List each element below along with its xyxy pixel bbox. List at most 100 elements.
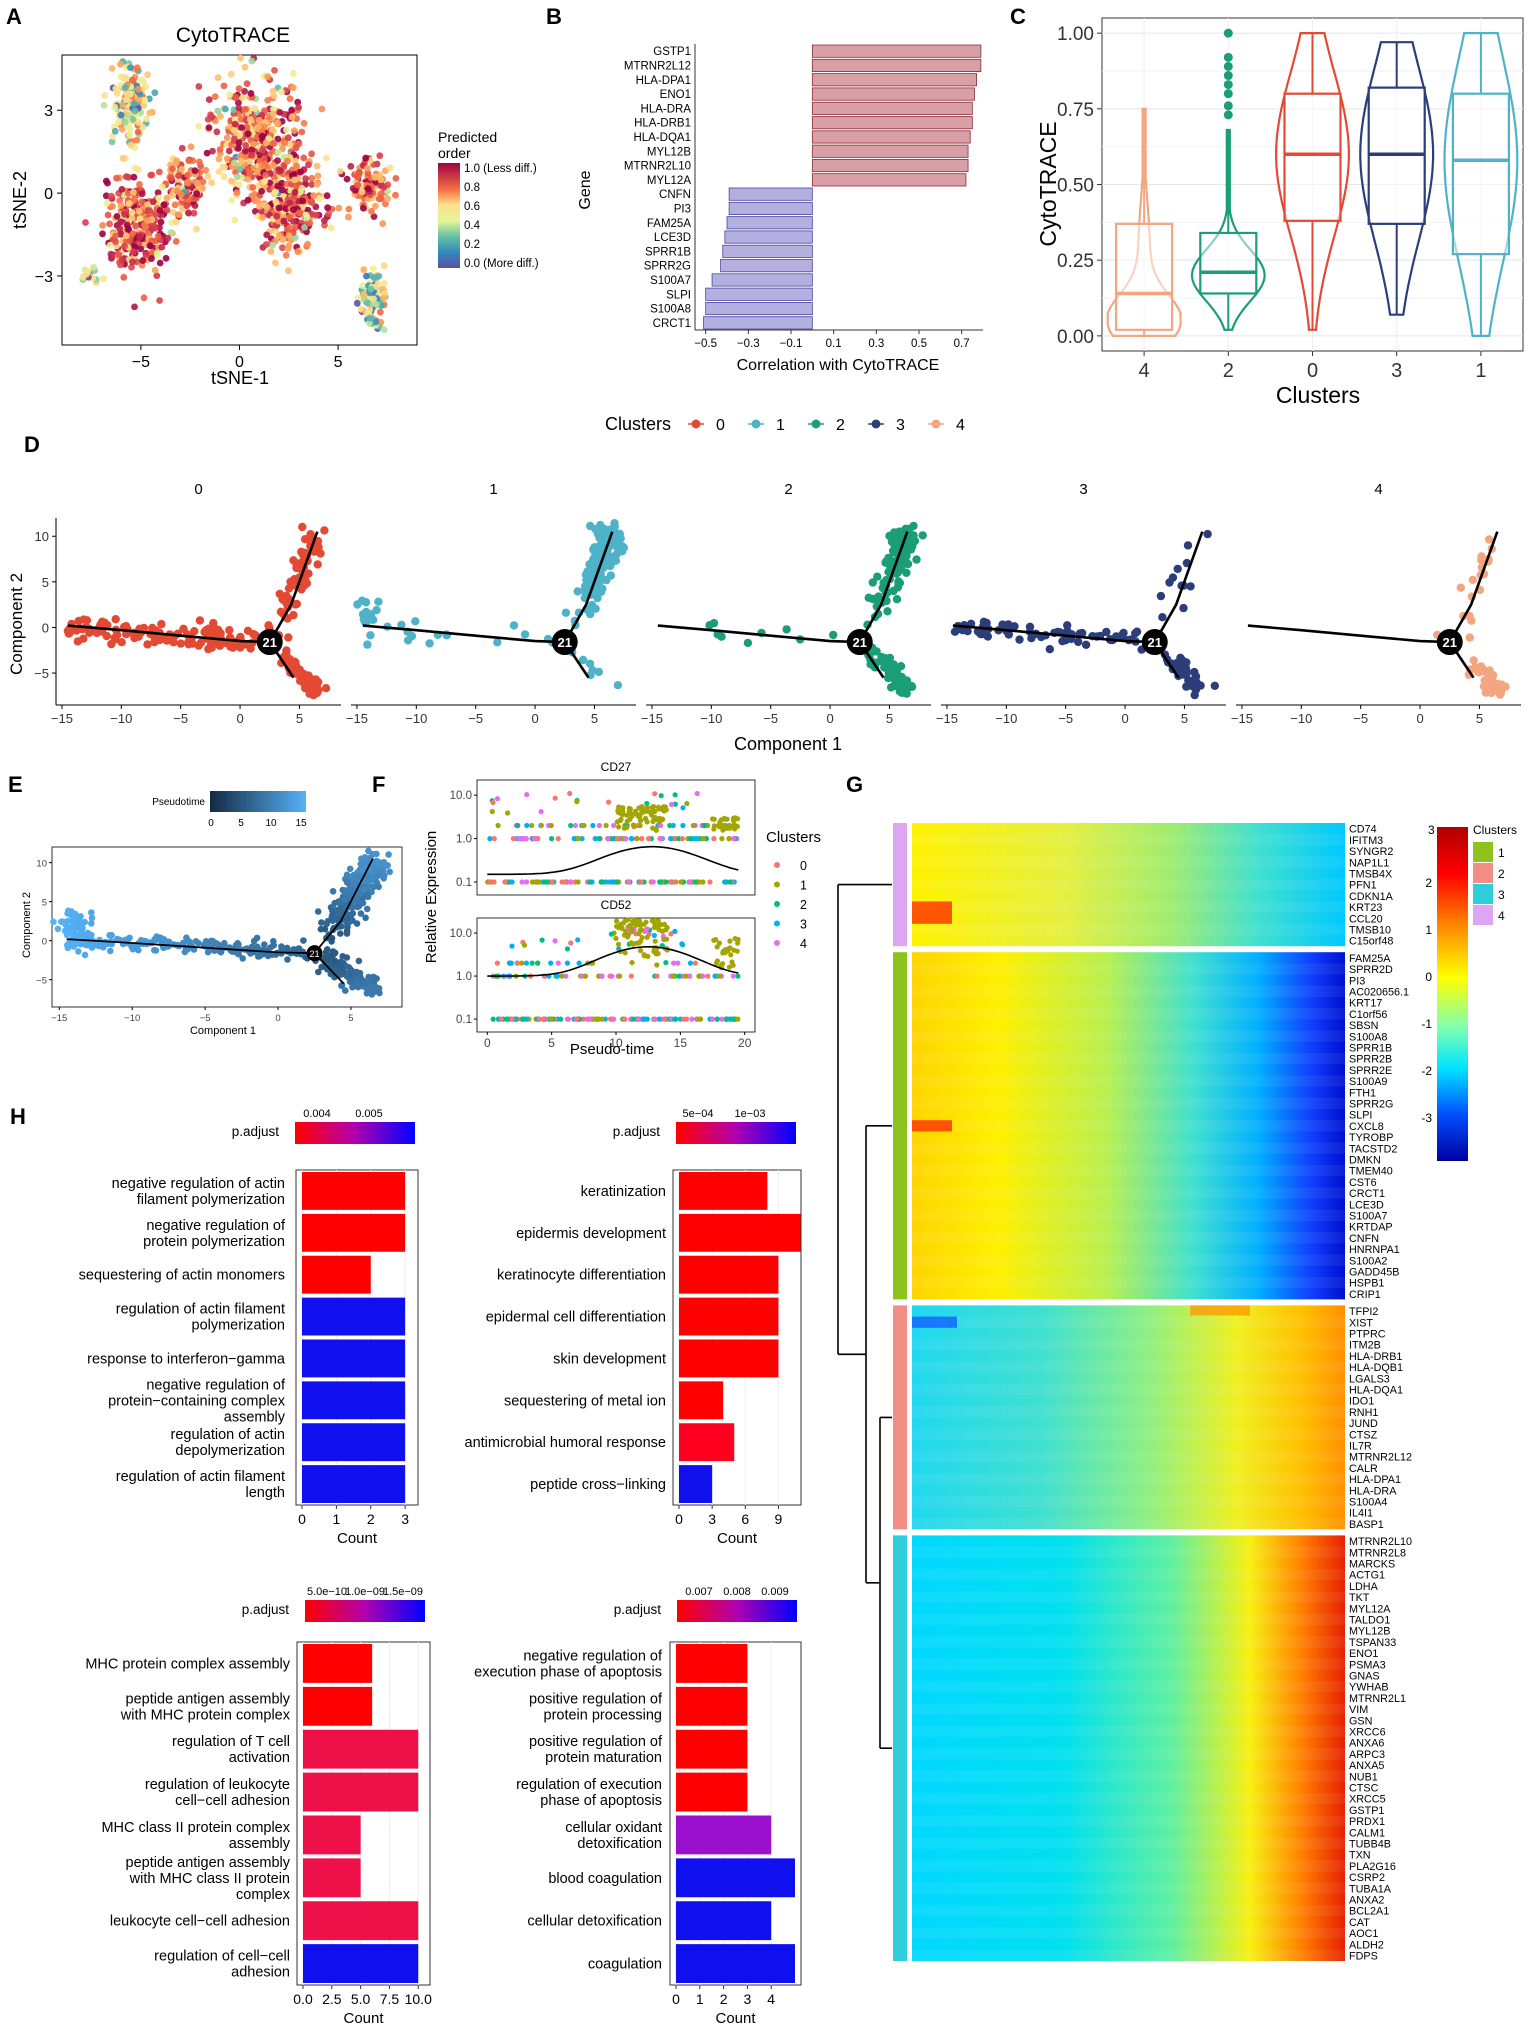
- cell-point: [283, 226, 291, 234]
- y-tick-label: 0: [42, 937, 47, 948]
- cell-point: [250, 140, 258, 148]
- expression-point: [653, 826, 659, 832]
- expression-point: [626, 805, 632, 811]
- expression-point: [509, 879, 515, 885]
- cell-point: [235, 139, 243, 147]
- term-bar: [302, 1339, 406, 1378]
- heatmap-row-shade: [912, 1428, 1345, 1440]
- cell-point: [302, 175, 309, 183]
- x-tick-label: 2.5: [322, 1991, 342, 2007]
- cell-point: [1165, 578, 1174, 587]
- panel-e-colorbar: [210, 791, 306, 812]
- legend-tick-label: 0.005: [355, 1108, 383, 1120]
- cell-point: [285, 659, 294, 668]
- cell-point: [264, 73, 272, 81]
- cell-point: [79, 273, 87, 281]
- cell-point: [124, 91, 132, 99]
- heatmap-row-shade: [912, 1793, 1345, 1805]
- term-bar: [679, 1465, 713, 1503]
- cell-point: [113, 89, 121, 97]
- expression-point: [549, 879, 555, 885]
- x-tick-label: −15: [51, 711, 73, 726]
- cell-point: [1191, 672, 1201, 681]
- cell-point: [380, 279, 388, 287]
- gene-label: XIST: [1349, 1317, 1373, 1329]
- gene-label: GNAS: [1349, 1671, 1380, 1683]
- cell-point: [329, 912, 336, 919]
- cell-point: [153, 249, 161, 257]
- cell-point: [1112, 632, 1121, 641]
- cell-point: [325, 952, 332, 960]
- cell-point: [308, 150, 315, 158]
- cell-point: [135, 208, 143, 215]
- gene-label: SLPI: [666, 289, 691, 301]
- cell-point: [214, 107, 222, 115]
- trajectory-line: [1247, 624, 1450, 644]
- cell-point: [230, 126, 238, 134]
- cell-point: [246, 116, 254, 123]
- cell-point: [358, 855, 365, 862]
- gene-label: CSRP2: [1349, 1872, 1385, 1884]
- colorbar-tick-label: 2: [1425, 876, 1432, 890]
- term-bar: [679, 1297, 779, 1336]
- term-label: epidermis development: [516, 1226, 666, 1242]
- cell-point: [231, 120, 239, 128]
- box: [1283, 92, 1342, 222]
- cell-point: [374, 280, 382, 288]
- legend-colorbar: [295, 1122, 415, 1144]
- cell-point: [138, 77, 146, 84]
- box: [1451, 92, 1511, 256]
- expression-point: [548, 822, 554, 829]
- cell-point: [411, 617, 420, 626]
- cell-point: [1074, 637, 1083, 647]
- gene-label: XRCC6: [1349, 1727, 1386, 1739]
- expression-point: [639, 836, 645, 842]
- cell-point: [385, 851, 392, 858]
- expression-point: [616, 925, 622, 931]
- expression-point: [576, 960, 582, 966]
- cell-point: [585, 560, 594, 569]
- cell-point: [1119, 628, 1128, 638]
- x-tick-label: 0.0: [293, 1991, 313, 2007]
- expression-point: [524, 822, 530, 829]
- cell-point: [84, 267, 92, 275]
- cell-point: [610, 529, 619, 538]
- cell-point: [374, 597, 383, 606]
- cell-point: [313, 162, 321, 170]
- term-label-line: filament polymerization: [137, 1192, 285, 1208]
- gene-label: LCE3D: [654, 232, 691, 244]
- cell-point: [172, 238, 180, 245]
- cell-point: [1468, 575, 1478, 585]
- cell-point: [1484, 682, 1493, 691]
- cell-point: [285, 242, 293, 249]
- cell-point: [282, 591, 291, 601]
- cell-point: [239, 955, 246, 962]
- cell-point: [50, 918, 57, 926]
- expression-point: [489, 808, 495, 815]
- cell-point: [195, 83, 203, 90]
- cell-point: [118, 256, 126, 264]
- cell-point: [88, 920, 95, 927]
- cell-point: [127, 141, 135, 149]
- y-tick-label: 0.50: [1057, 176, 1094, 197]
- cell-point: [299, 948, 307, 956]
- cell-point: [300, 119, 308, 127]
- gene-label: TMSB10: [1349, 925, 1391, 937]
- gene-label: PTPRC: [1349, 1329, 1386, 1341]
- cell-point: [117, 111, 125, 119]
- cell-point: [250, 937, 258, 945]
- gene-label: HLA-DRB1: [1349, 1351, 1402, 1363]
- heatmap-row-shade: [912, 1473, 1345, 1485]
- cell-point: [881, 557, 891, 566]
- cell-point: [292, 182, 300, 190]
- term-label: coagulation: [588, 1957, 662, 1973]
- legend-tick-label: 1.5e−09: [383, 1586, 423, 1598]
- legend-colorbar: [305, 1600, 425, 1622]
- term-label-line: antimicrobial humoral response: [465, 1435, 667, 1451]
- cell-point: [367, 285, 375, 293]
- expression-point: [552, 938, 558, 944]
- term-bar: [679, 1172, 768, 1210]
- cell-point: [237, 54, 244, 62]
- expression-point: [540, 1016, 546, 1022]
- gene-label: YWHAB: [1349, 1682, 1389, 1694]
